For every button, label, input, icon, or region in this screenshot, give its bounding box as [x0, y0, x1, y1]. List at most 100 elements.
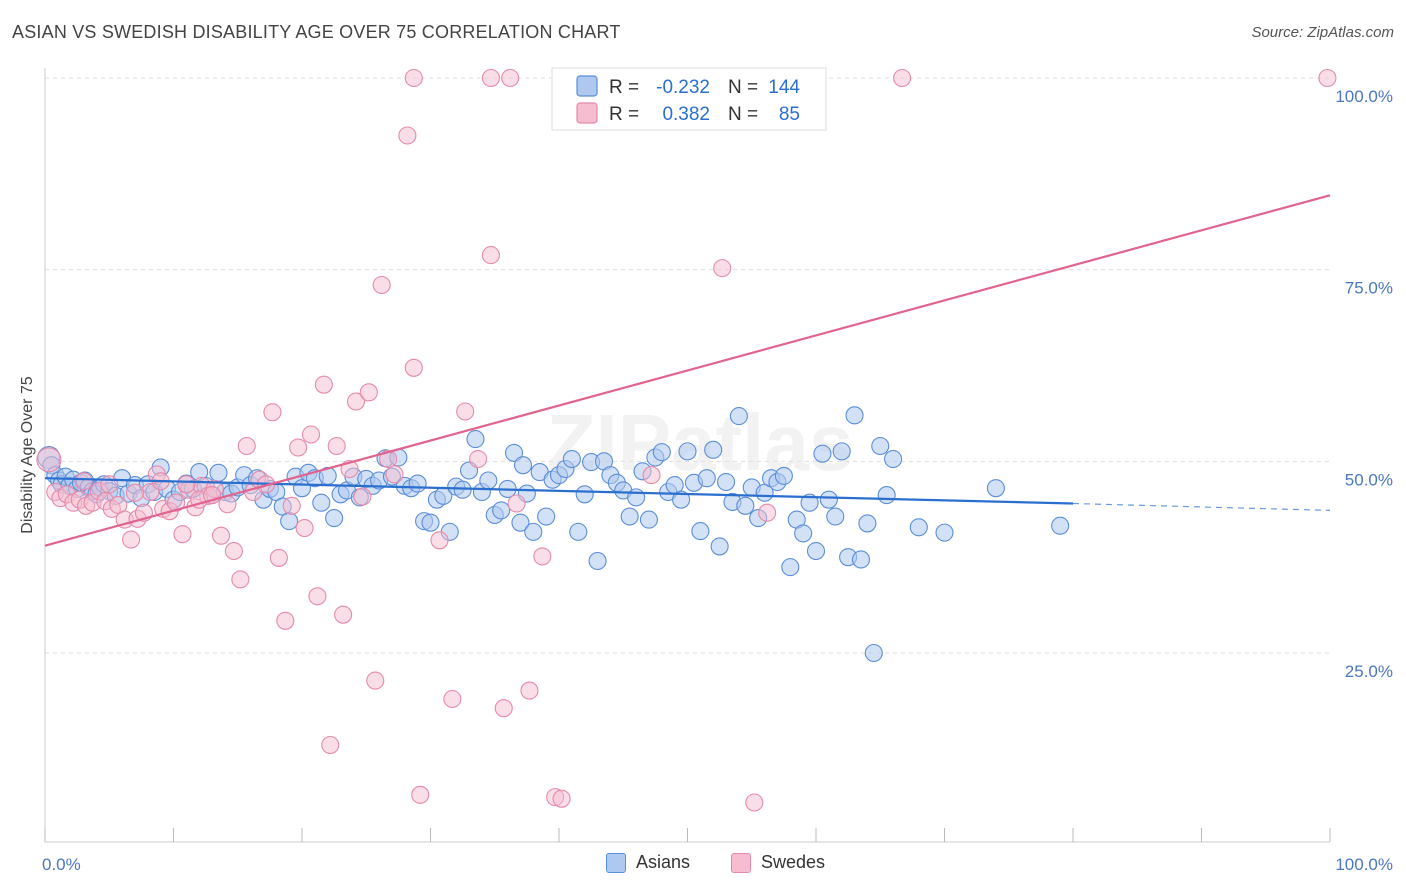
swedes-point [404, 68, 423, 88]
swedes-point [327, 436, 346, 456]
swedes-point [366, 671, 385, 690]
asians-point [909, 518, 928, 537]
legend-label-swedes: Swedes [761, 852, 826, 872]
swedes-point [353, 487, 372, 506]
legend-swatch-swedes [576, 102, 598, 124]
swedes-point [173, 525, 192, 544]
asians-point [312, 493, 331, 512]
swedes-point [346, 392, 366, 411]
swedes-point [36, 447, 62, 473]
swedes-point [314, 375, 333, 394]
legend-item-swedes: Swedes [731, 852, 825, 873]
asians-point [513, 456, 533, 475]
grid-lines [45, 77, 1330, 654]
swedes-point [289, 438, 308, 457]
swedes-point [321, 735, 340, 755]
asians-point [479, 471, 498, 490]
swedes-point [100, 475, 119, 494]
swedes-swatch [731, 852, 751, 873]
swedes-point [494, 699, 513, 718]
asians-point [884, 449, 903, 469]
legend-r-label-swedes: R = [609, 104, 639, 125]
asians-point [466, 430, 485, 449]
asians-point [871, 436, 890, 456]
asians-trend-line [44, 477, 1074, 505]
swedes-point [745, 793, 764, 812]
asians-point [851, 550, 871, 569]
asians-point [209, 463, 228, 482]
asians-point [935, 523, 954, 542]
asians-point [729, 407, 748, 426]
asians-point [575, 485, 594, 504]
swedes-point [295, 518, 314, 538]
chart-title: ASIAN VS SWEDISH DISABILITY AGE OVER 75 … [12, 22, 621, 42]
series-legend: Asians Swedes [0, 852, 1406, 878]
legend-swatch-asians [576, 75, 598, 97]
y-tick-label: 25.0% [1345, 662, 1393, 681]
asians-point [710, 537, 729, 556]
legend-n-value-asians: 144 [768, 77, 800, 98]
swedes-point [125, 483, 144, 502]
swedes-point [359, 383, 378, 402]
swedes-point [758, 503, 777, 522]
swedes-point [379, 449, 398, 469]
swedes-point [430, 531, 449, 550]
swedes-point [533, 547, 552, 566]
asians-point [537, 507, 556, 526]
asians-point [794, 524, 813, 543]
swedes-point [456, 402, 475, 421]
swedes-point [1318, 68, 1337, 88]
swedes-trend-line [44, 194, 1331, 547]
swedes-point [481, 68, 500, 88]
asians-point [736, 496, 755, 515]
asians-point [280, 512, 299, 531]
swedes-point [301, 425, 321, 444]
legend-n-label-swedes: N = [728, 104, 758, 125]
swedes-point [893, 68, 912, 88]
swedes-point [713, 259, 732, 278]
x-tick-label-min: 0.0% [42, 855, 81, 874]
watermark: ZIPatlas [547, 398, 854, 487]
swedes-point [411, 785, 430, 804]
asians-point [813, 444, 832, 463]
swedes-point [177, 475, 196, 494]
asians-point [524, 522, 543, 541]
asians-point [627, 488, 646, 507]
asians-point [325, 509, 344, 528]
swedes-point [308, 587, 327, 606]
swedes-point [74, 472, 93, 491]
asians-point [421, 513, 440, 532]
swedes-point [520, 681, 539, 700]
asians-point [1051, 516, 1070, 535]
asians-point [588, 551, 607, 571]
asians-point [562, 449, 581, 469]
swedes-point [334, 605, 353, 624]
asians-point [826, 507, 845, 526]
asians-point [492, 501, 511, 520]
asians-point [408, 474, 427, 493]
swedes-point [404, 358, 423, 377]
y-tick-label: 75.0% [1345, 279, 1393, 298]
asians-point [678, 442, 697, 461]
swedes-point [263, 403, 282, 422]
swedes-point [167, 493, 186, 512]
swedes-point [552, 789, 571, 808]
asians-point [697, 469, 716, 488]
series-swedes [36, 68, 1337, 812]
asians-point [652, 443, 671, 462]
asians-point [819, 490, 838, 509]
swedes-point [224, 541, 243, 561]
swedes-point [122, 530, 141, 549]
asians-point [986, 479, 1005, 498]
swedes-point [211, 526, 231, 545]
swedes-point [282, 496, 301, 515]
x-tick-label-max: 100.0% [1335, 855, 1393, 874]
legend-item-asians: Asians [606, 852, 690, 873]
asians-point [504, 443, 524, 462]
asians-point [877, 486, 896, 505]
swedes-point [276, 611, 295, 630]
swedes-point [398, 126, 417, 145]
asians-point [832, 442, 851, 461]
swedes-point [501, 68, 520, 88]
